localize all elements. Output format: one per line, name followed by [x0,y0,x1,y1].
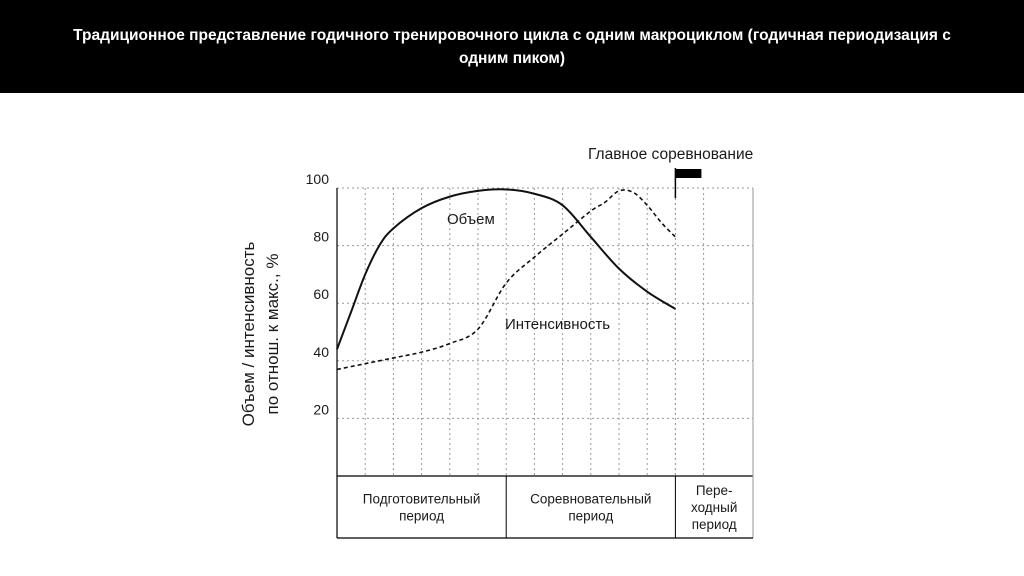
period-label-line: период [568,509,613,524]
series [336,188,676,371]
period-label-line: ходный [691,500,737,515]
slide-header: Традиционное представление годичного тре… [0,0,1024,93]
y-tick-label: 80 [313,229,329,245]
slide-title: Традиционное представление годичного тре… [73,26,951,67]
y-axis-title-line1: Объем / интенсивность [239,242,258,427]
period-label-line: период [692,517,737,532]
period-label: Пере-ходный период [691,483,737,532]
y-tick-label: 20 [313,401,329,417]
grid [337,187,753,476]
period-label: Соревновательный период [530,492,651,524]
y-axis-title-line2: по отнош. к макс., % [263,254,282,415]
axes [336,188,754,538]
volume-label: Объем [447,211,495,228]
intensity-label: Интенсивность [505,316,610,333]
period-label-line: Соревновательный [530,492,651,507]
y-tick-label: 100 [306,171,330,187]
period-label: Подготовительный период [363,492,481,524]
period-label-line: Пере- [696,483,733,498]
period-label-line: период [399,509,444,524]
competition-flag [675,169,702,178]
intensity-line [336,189,676,371]
volume-line [336,188,676,350]
period-label-line: Подготовительный [363,492,481,507]
y-tick-label: 60 [313,286,329,302]
main-competition-label: Главное соревнование [588,146,753,163]
y-tick-label: 40 [313,344,329,360]
period-table: Подготовительный период Соревновательный пе… [337,476,753,539]
labels: 20 40 60 80 100 Объем Интенсивность Объем / инт… [239,146,753,426]
